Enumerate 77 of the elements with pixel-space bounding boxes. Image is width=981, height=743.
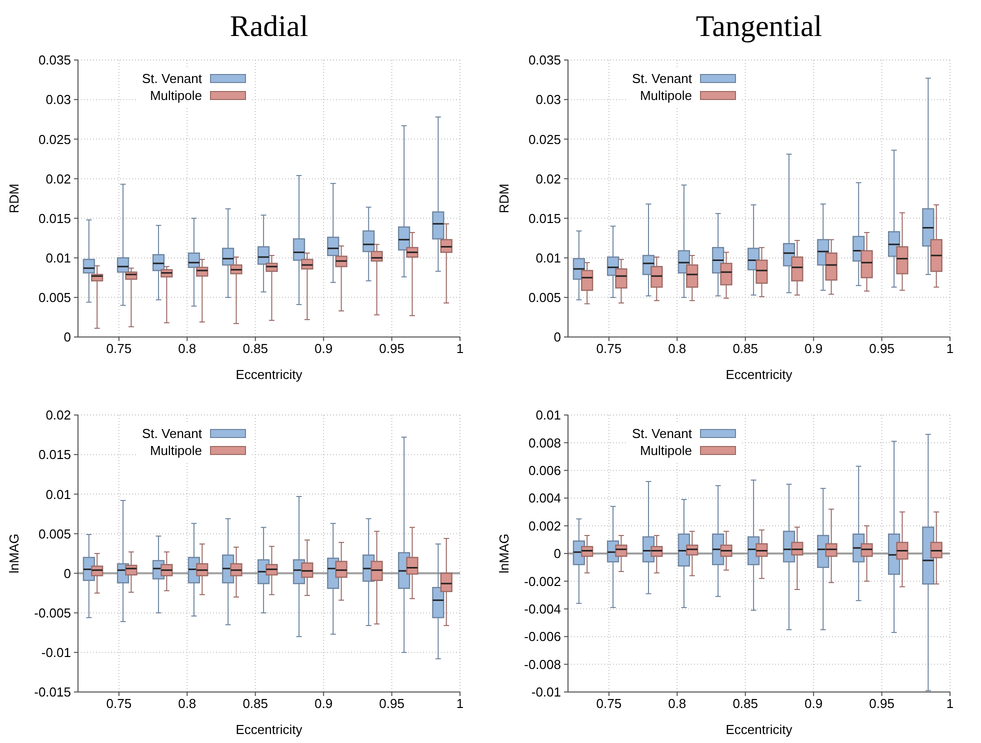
chart-title: Tangential <box>694 10 824 44</box>
x-axis-title: Eccentricity <box>726 722 793 737</box>
y-tick-label: 0 <box>64 330 71 345</box>
x-axis-title: Eccentricity <box>236 722 303 737</box>
y-tick-label: -0.015 <box>34 684 71 700</box>
y-tick-label: -0.006 <box>524 629 561 644</box>
y-tick-label: 0.02 <box>46 408 71 423</box>
y-tick-label: 0.01 <box>46 250 71 266</box>
y-tick-label: -0.005 <box>34 605 71 620</box>
y-tick-label: 0.01 <box>46 486 71 502</box>
x-tick-label: 0.85 <box>732 696 758 712</box>
y-tick-label: 0.015 <box>38 447 71 462</box>
x-tick-label: 0.75 <box>106 341 132 356</box>
y-tick-label: -0.002 <box>524 574 561 589</box>
legend-label: Multipole <box>640 443 692 458</box>
x-tick-label: 0.85 <box>242 696 268 712</box>
y-axis-title: lnMAG <box>6 534 22 574</box>
x-tick-label: 0.75 <box>106 696 132 712</box>
y-tick-label: 0.005 <box>528 290 561 306</box>
x-tick-label: 0.95 <box>379 696 404 712</box>
x-tick-label: 0.8 <box>178 696 196 712</box>
y-tick-label: 0.01 <box>536 250 561 266</box>
y-tick-label: -0.01 <box>41 645 71 660</box>
y-tick-label: 0.015 <box>528 210 561 226</box>
y-tick-label: 0.005 <box>38 526 71 542</box>
legend-label: Multipole <box>640 88 692 103</box>
legend-label: St. Venant <box>632 426 692 441</box>
y-tick-label: 0.025 <box>528 132 561 147</box>
y-tick-label: 0.005 <box>38 290 71 306</box>
legend-label: St. Venant <box>142 71 202 86</box>
x-tick-label: 0.9 <box>804 696 823 712</box>
x-tick-label: 0.9 <box>804 341 823 356</box>
x-tick-label: 0.95 <box>869 341 894 356</box>
legend-label: Multipole <box>150 443 202 458</box>
y-axis-title: lnMAG <box>496 534 512 574</box>
x-tick-label: 1 <box>946 696 954 712</box>
x-tick-label: 0.85 <box>732 341 758 356</box>
y-tick-label: -0.01 <box>531 684 561 700</box>
x-axis-title: Eccentricity <box>726 367 793 382</box>
legend-label: St. Venant <box>632 71 692 86</box>
y-tick-label: 0.01 <box>536 408 561 423</box>
y-tick-label: 0.03 <box>536 92 561 108</box>
x-tick-label: 0.8 <box>668 696 686 712</box>
y-axis-title: RDM <box>6 184 22 214</box>
x-tick-label: 0.8 <box>178 341 196 356</box>
y-tick-label: 0.035 <box>528 52 561 68</box>
x-tick-label: 1 <box>456 696 464 712</box>
y-tick-label: 0.002 <box>528 518 561 534</box>
x-tick-label: 1 <box>946 341 954 356</box>
legend-label: Multipole <box>150 88 202 103</box>
y-tick-label: 0.035 <box>38 52 71 68</box>
y-tick-label: -0.004 <box>524 602 561 617</box>
y-tick-label: 0.02 <box>46 171 71 186</box>
x-axis-title: Eccentricity <box>236 367 303 382</box>
x-tick-label: 0.8 <box>668 341 686 356</box>
x-tick-label: 0.95 <box>379 341 404 356</box>
y-tick-label: 0 <box>554 546 561 562</box>
y-tick-label: 0.03 <box>46 92 71 108</box>
x-tick-label: 0.85 <box>242 341 268 356</box>
y-tick-label: 0.025 <box>38 132 71 147</box>
x-tick-label: 0.75 <box>596 341 622 356</box>
y-tick-label: 0.008 <box>528 435 561 450</box>
x-tick-label: 0.95 <box>869 696 894 712</box>
y-tick-label: 0.006 <box>528 463 561 478</box>
y-axis-title: RDM <box>496 184 512 214</box>
legend-label: St. Venant <box>142 426 202 441</box>
y-tick-label: 0.004 <box>528 490 561 506</box>
x-tick-label: 0.9 <box>314 696 333 712</box>
y-tick-label: 0 <box>554 330 561 345</box>
y-tick-label: 0 <box>64 566 71 581</box>
y-tick-label: 0.02 <box>536 171 561 186</box>
y-tick-label: 0.015 <box>38 210 71 226</box>
x-tick-label: 0.9 <box>314 341 333 356</box>
chart-title: Radial <box>228 10 310 44</box>
x-tick-label: 1 <box>456 341 464 356</box>
y-tick-label: -0.008 <box>524 656 561 672</box>
x-tick-label: 0.75 <box>596 696 622 712</box>
